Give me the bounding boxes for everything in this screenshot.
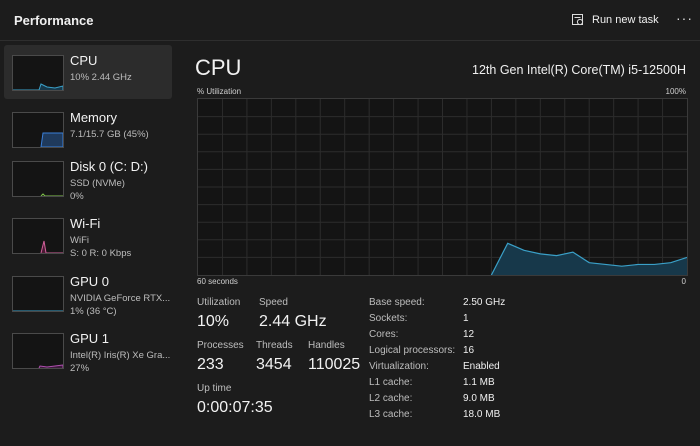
spec-value: 9.0 MB — [463, 393, 495, 404]
sidebar-item-detail: NVIDIA GeForce RTX... — [70, 293, 171, 304]
threads-label: Threads — [256, 340, 293, 351]
run-new-task-button[interactable]: Run new task — [572, 11, 659, 29]
sidebar-item-label: GPU 1 — [70, 331, 110, 346]
threads-value: 3454 — [256, 356, 292, 373]
sidebar-item-label: Memory — [70, 110, 117, 125]
spec-key: Cores: — [369, 329, 399, 340]
sidebar-item-detail-2: 1% (36 °C) — [70, 306, 117, 317]
processor-name: 12th Gen Intel(R) Core(TM) i5-12500H — [472, 63, 686, 77]
utilization-max-label: 100% — [665, 87, 686, 96]
sidebar-item-detail: Intel(R) Iris(R) Xe Gra... — [70, 350, 171, 361]
utilization-value: 10% — [197, 313, 230, 330]
processes-value: 233 — [197, 356, 224, 373]
spec-value: Enabled — [463, 361, 500, 372]
sidebar-item-detail-2: 27% — [70, 363, 90, 374]
spec-key: Base speed: — [369, 297, 425, 308]
sidebar-item-wifi[interactable]: Wi-Fi WiFi S: 0 R: 0 Kbps — [4, 208, 172, 262]
spec-value: 18.0 MB — [463, 409, 501, 420]
sidebar-item-disk[interactable]: Disk 0 (C: D:) SSD (NVMe) 0% — [4, 151, 172, 205]
handles-label: Handles — [308, 340, 345, 351]
spec-key: L1 cache: — [369, 377, 413, 388]
cpu-thumbnail-graph — [12, 55, 64, 91]
section-title: CPU — [195, 55, 242, 80]
utilization-label: Utilization — [197, 297, 241, 308]
run-new-task-label: Run new task — [592, 14, 659, 26]
spec-key: Sockets: — [369, 313, 408, 324]
sidebar-item-detail: 10% 2.44 GHz — [70, 72, 132, 83]
sidebar: CPU 10% 2.44 GHz Memory 7.1/15.7 GB (45%… — [0, 41, 178, 446]
uptime-value: 0:00:07:35 — [197, 399, 273, 416]
sidebar-item-gpu0[interactable]: GPU 0 NVIDIA GeForce RTX... 1% (36 °C) — [4, 266, 172, 320]
sidebar-item-detail-2: S: 0 R: 0 Kbps — [70, 248, 132, 259]
processes-label: Processes — [197, 340, 244, 351]
sidebar-item-label: CPU — [70, 53, 98, 68]
disk-thumbnail-graph — [12, 161, 64, 197]
sidebar-item-detail: WiFi — [70, 235, 89, 246]
more-options-button[interactable]: ··· — [676, 10, 693, 26]
time-axis-end-label: 0 — [681, 277, 686, 286]
time-axis-start-label: 60 seconds — [197, 277, 238, 286]
cpu-utilization-line — [490, 242, 688, 276]
sidebar-item-detail-2: 0% — [70, 191, 84, 202]
spec-value: 1 — [463, 313, 469, 324]
spec-key: Virtualization: — [369, 361, 429, 372]
spec-value: 1.1 MB — [463, 377, 495, 388]
sidebar-item-cpu[interactable]: CPU 10% 2.44 GHz — [4, 45, 172, 99]
speed-label: Speed — [259, 297, 288, 308]
spec-key: L2 cache: — [369, 393, 413, 404]
cpu-utilization-area — [491, 243, 687, 275]
spec-value: 12 — [463, 329, 475, 340]
handles-value: 110025 — [308, 356, 361, 373]
wifi-thumbnail-graph — [12, 218, 64, 254]
spec-key: Logical processors: — [369, 345, 456, 356]
spec-value: 16 — [463, 345, 475, 356]
speed-value: 2.44 GHz — [259, 313, 327, 330]
cpu-utilization-graph — [197, 98, 688, 276]
sidebar-item-label: GPU 0 — [70, 274, 110, 289]
header: Performance Run new task ··· — [0, 0, 700, 41]
gpu1-thumbnail-graph — [12, 333, 64, 369]
utilization-axis-label: % Utilization — [197, 87, 242, 96]
uptime-label: Up time — [197, 383, 232, 394]
sidebar-item-label: Disk 0 (C: D:) — [70, 159, 148, 174]
sidebar-item-detail: SSD (NVMe) — [70, 178, 125, 189]
memory-thumbnail-graph — [12, 112, 64, 148]
sidebar-item-label: Wi-Fi — [70, 216, 101, 231]
sidebar-item-detail: 7.1/15.7 GB (45%) — [70, 129, 149, 140]
gpu0-thumbnail-graph — [12, 276, 64, 312]
sidebar-item-memory[interactable]: Memory 7.1/15.7 GB (45%) — [4, 102, 172, 156]
sidebar-item-gpu1[interactable]: GPU 1 Intel(R) Iris(R) Xe Gra... 27% — [4, 323, 172, 377]
spec-value: 2.50 GHz — [463, 297, 506, 308]
spec-key: L3 cache: — [369, 409, 413, 420]
page-title: Performance — [14, 13, 94, 28]
run-task-icon — [572, 14, 584, 26]
